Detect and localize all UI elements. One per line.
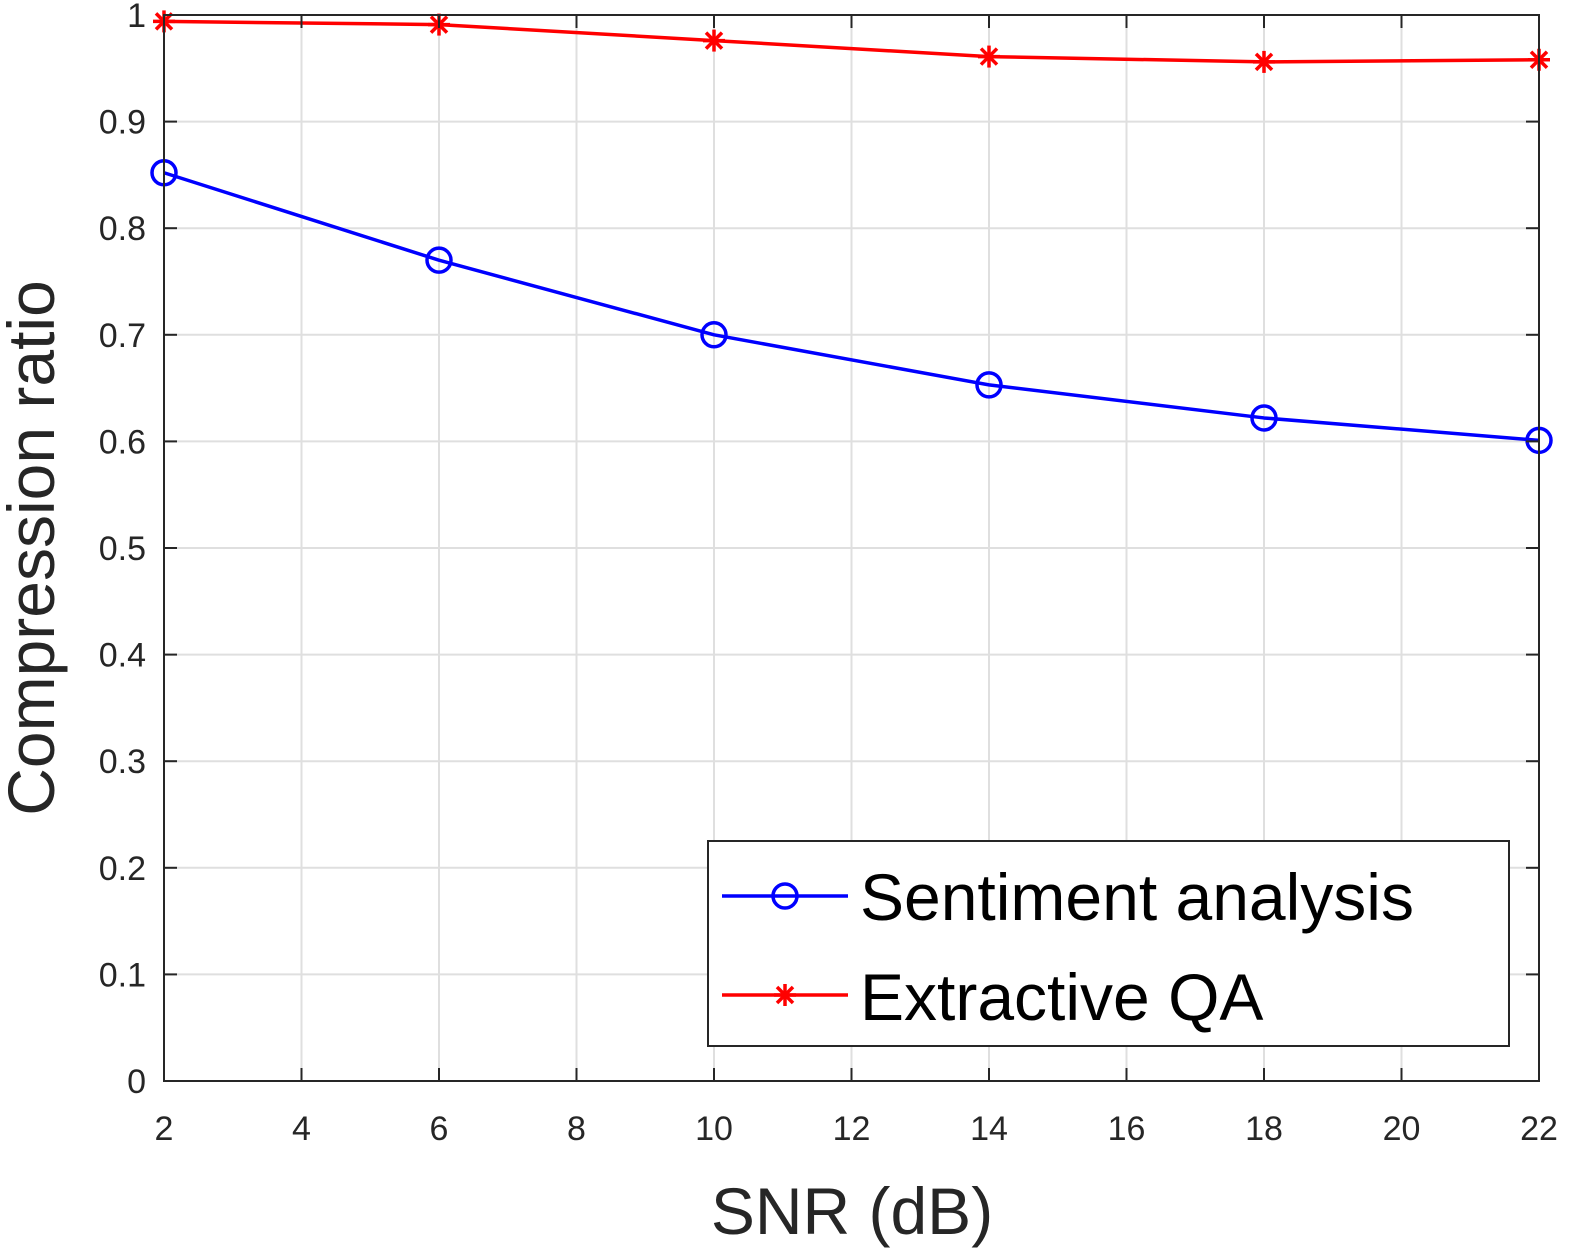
legend-box: [707, 840, 1510, 1047]
data-point-sentiment-analysis: [1250, 404, 1278, 432]
legend-label-extractive-qa: Extractive QA: [860, 960, 1263, 1034]
y-tick-label: 0.2: [99, 850, 146, 888]
data-point-extractive-qa: [703, 29, 725, 52]
x-tick-label: 4: [292, 1110, 311, 1148]
y-tick-label: 1: [127, 0, 146, 35]
y-tick-label: 0.8: [99, 210, 146, 248]
y-tick-label: 0.5: [99, 530, 146, 568]
axis-ticks: [163, 14, 1540, 1082]
x-tick-label: 18: [1245, 1110, 1283, 1148]
series-line-sentiment-analysis: [163, 171, 1540, 443]
x-tick-label: 10: [695, 1110, 733, 1148]
data-point-sentiment-analysis: [425, 246, 453, 274]
x-axis-label: SNR (dB): [711, 1174, 993, 1248]
y-axis-label: Compression ratio: [0, 280, 68, 816]
legend: Sentiment analysis Extractive QA: [707, 840, 1510, 1047]
data-point-extractive-qa: [1253, 50, 1275, 73]
y-tick-label: 0.1: [99, 956, 146, 994]
data-point-extractive-qa: [978, 45, 1000, 68]
series-lines: [163, 19, 1540, 443]
series-line-extractive-qa: [163, 19, 1540, 64]
y-tick-label: 0.7: [99, 317, 146, 355]
series-markers: [150, 10, 1553, 455]
x-tick-label: 12: [833, 1110, 871, 1148]
y-tick-labels: 0 0.1 0.2 0.3 0.4 0.5 0.6 0.7 0.8 0.9 1: [99, 0, 146, 1101]
x-tick-label: 6: [430, 1110, 449, 1148]
legend-marker-extractive-qa: [774, 984, 796, 1006]
x-tick-labels: 2 4 6 8 10 12 14 16 18 20 22: [155, 1110, 1558, 1148]
x-tick-label: 14: [970, 1110, 1008, 1148]
legend-marker-sentiment-analysis: [771, 882, 799, 910]
y-tick-label: 0: [127, 1063, 146, 1101]
y-tick-label: 0.6: [99, 423, 146, 461]
legend-label-sentiment-analysis: Sentiment analysis: [860, 860, 1414, 934]
y-tick-label: 0.3: [99, 743, 146, 781]
y-tick-label: 0.9: [99, 104, 146, 142]
data-point-sentiment-analysis: [975, 371, 1003, 399]
x-tick-label: 20: [1383, 1110, 1421, 1148]
y-tick-label: 0.4: [99, 637, 146, 675]
x-tick-label: 16: [1108, 1110, 1146, 1148]
x-tick-label: 8: [567, 1110, 586, 1148]
x-tick-label: 2: [155, 1110, 174, 1148]
x-tick-label: 22: [1520, 1110, 1558, 1148]
data-point-sentiment-analysis: [700, 321, 728, 349]
